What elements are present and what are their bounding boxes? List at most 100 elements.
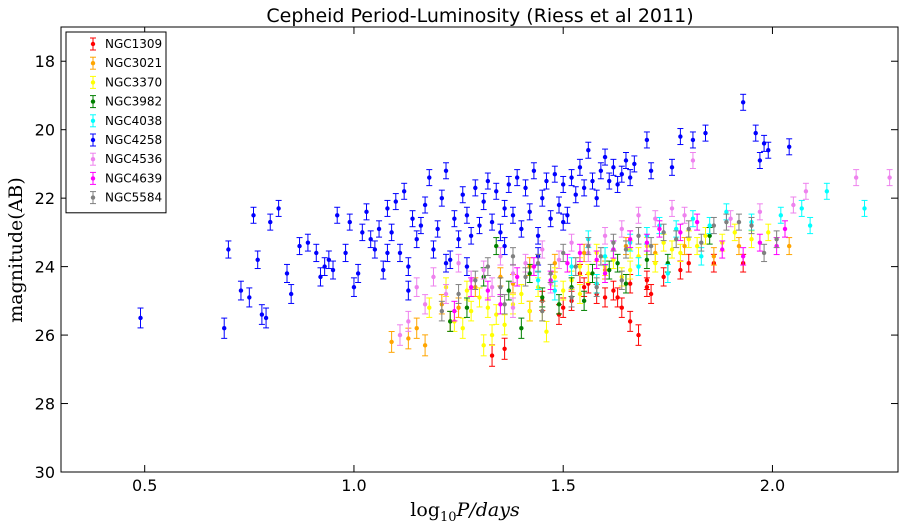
data-point <box>602 148 609 166</box>
legend-item: NGC4639 <box>90 171 162 185</box>
plot-frame <box>60 26 899 473</box>
data-point <box>627 169 634 187</box>
data-point <box>622 273 629 294</box>
data-point <box>748 216 755 235</box>
data-point <box>493 237 500 256</box>
data-point <box>560 243 567 263</box>
data-point <box>330 260 337 280</box>
data-point <box>250 206 257 224</box>
data-point <box>698 233 705 252</box>
data-point <box>258 304 265 325</box>
data-point <box>493 304 500 325</box>
data-point <box>313 243 320 263</box>
data-point <box>509 247 516 266</box>
data-point <box>694 213 701 231</box>
legend-label: NGC1309 <box>105 37 162 51</box>
data-point <box>802 182 809 200</box>
data-point <box>417 216 424 235</box>
x-tick-label: 1.5 <box>550 476 575 495</box>
data-point <box>752 124 759 142</box>
data-point <box>384 199 391 217</box>
legend-box <box>65 31 167 214</box>
data-point <box>509 263 516 283</box>
data-point <box>648 162 655 180</box>
data-point <box>643 233 650 252</box>
data-point <box>823 182 830 200</box>
data-point <box>664 263 671 283</box>
data-point <box>426 169 433 187</box>
x-tick-label: 1.0 <box>341 476 366 495</box>
data-point <box>593 250 600 270</box>
data-point <box>610 158 617 176</box>
data-point <box>497 247 504 266</box>
data-point <box>497 223 504 242</box>
data-point <box>535 253 542 273</box>
data-point <box>886 169 893 187</box>
data-point <box>476 216 483 235</box>
y-axis-label: magnitude(AB) <box>5 177 27 323</box>
data-point <box>560 280 567 301</box>
data-point <box>405 280 412 301</box>
series-ngc5584 <box>438 213 780 322</box>
data-point <box>530 162 537 180</box>
data-point <box>489 213 496 231</box>
data-point <box>790 196 797 214</box>
data-point <box>392 193 399 211</box>
data-point <box>443 253 450 273</box>
series-ngc4038 <box>535 182 868 301</box>
data-point <box>472 179 479 197</box>
data-point <box>648 284 655 304</box>
data-point <box>371 240 378 259</box>
legend-label: NGC4258 <box>105 133 162 147</box>
plot-area <box>137 93 893 367</box>
data-point <box>576 243 583 263</box>
data-point <box>376 220 383 238</box>
data-point <box>677 223 684 242</box>
data-point <box>263 307 270 329</box>
data-point <box>568 287 575 308</box>
data-point <box>451 300 458 322</box>
data-point <box>484 257 491 277</box>
data-point <box>443 284 450 304</box>
data-point <box>430 267 437 287</box>
data-point <box>618 165 625 183</box>
x-axis-label: log10P/days <box>410 499 520 525</box>
data-point <box>643 131 650 149</box>
legend-item: NGC5584 <box>90 191 162 205</box>
data-point <box>593 277 600 297</box>
data-point <box>455 253 462 273</box>
data-point <box>740 247 747 266</box>
data-point <box>782 220 789 238</box>
data-point <box>740 93 747 111</box>
data-point <box>489 324 496 346</box>
data-point <box>551 280 558 301</box>
data-point <box>514 169 521 187</box>
data-point <box>501 337 508 360</box>
data-point <box>602 227 609 245</box>
data-point <box>677 243 684 263</box>
data-point <box>660 223 667 242</box>
data-point <box>484 172 491 190</box>
series-ngc4258 <box>137 93 793 339</box>
data-point <box>756 152 763 169</box>
y-tick-label: 30 <box>35 463 55 482</box>
data-point <box>660 267 667 287</box>
data-point <box>761 243 768 263</box>
chart-title: Cepheid Period-Luminosity (Riess et al 2… <box>266 5 693 27</box>
legend-item: NGC3982 <box>90 95 162 109</box>
data-point <box>635 227 642 245</box>
data-point <box>455 284 462 304</box>
data-point <box>405 257 412 277</box>
data-point <box>535 270 542 290</box>
data-point <box>388 223 395 242</box>
data-point <box>576 158 583 176</box>
data-point <box>514 267 521 287</box>
data-point <box>547 263 554 283</box>
data-point <box>614 287 621 308</box>
data-point <box>643 270 650 290</box>
data-point <box>560 175 567 193</box>
data-point <box>283 263 290 283</box>
data-point <box>463 206 470 224</box>
data-point <box>627 310 634 332</box>
data-point <box>355 263 362 283</box>
